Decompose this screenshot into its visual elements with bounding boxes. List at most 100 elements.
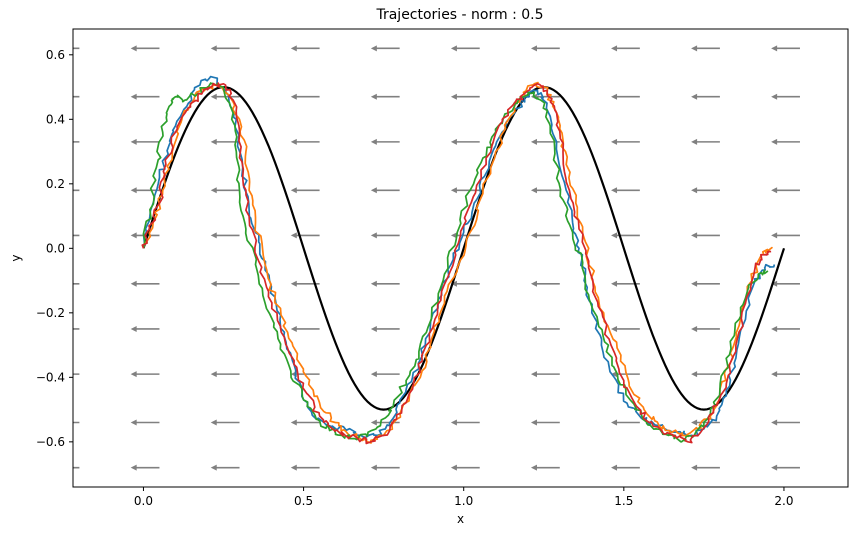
field-arrow xyxy=(771,419,800,426)
field-arrow xyxy=(691,138,720,145)
field-arrow xyxy=(691,464,720,471)
chart-title: Trajectories - norm : 0.5 xyxy=(375,7,543,23)
field-arrow xyxy=(370,138,400,145)
field-arrow xyxy=(450,419,480,426)
field-arrow xyxy=(370,187,400,194)
field-arrow xyxy=(771,325,800,332)
field-arrow xyxy=(691,325,720,332)
field-arrow xyxy=(450,232,480,239)
field-arrow xyxy=(611,325,640,332)
field-arrow xyxy=(130,371,160,378)
trajectory-series-layer xyxy=(141,75,776,445)
field-arrow xyxy=(130,138,160,145)
field-arrow xyxy=(370,325,400,332)
x-tick-label: 1.0 xyxy=(454,494,473,508)
y-tick-label: −0.4 xyxy=(36,370,65,384)
field-arrow xyxy=(290,45,320,52)
field-arrow xyxy=(530,187,560,194)
field-arrow xyxy=(130,464,160,471)
y-tick-label: 0.4 xyxy=(46,112,65,126)
field-arrow xyxy=(73,283,80,285)
field-arrow xyxy=(73,47,80,50)
field-arrow xyxy=(771,371,800,378)
field-arrow xyxy=(450,464,480,471)
field-arrow xyxy=(771,45,800,52)
field-arrow xyxy=(370,280,400,287)
field-arrow xyxy=(771,138,800,145)
x-axis-ticks: 0.0 0.5 1.0 1.5 2.0 xyxy=(134,487,793,508)
field-arrow xyxy=(370,93,400,100)
field-arrow xyxy=(210,371,240,378)
trajectory-line-3 xyxy=(142,82,769,443)
field-arrow xyxy=(73,328,80,330)
field-arrow xyxy=(450,138,480,145)
field-arrow xyxy=(611,187,640,194)
field-arrow xyxy=(210,464,240,471)
field-arrow xyxy=(611,45,640,52)
field-arrow xyxy=(691,93,720,100)
field-arrow xyxy=(691,371,720,378)
reference-curve-layer xyxy=(142,85,786,411)
reference-sine-curve xyxy=(142,85,786,411)
field-arrow xyxy=(130,187,160,194)
field-arrow xyxy=(290,325,320,332)
field-arrow xyxy=(130,325,160,332)
field-arrow xyxy=(530,232,560,239)
x-tick-label: 1.5 xyxy=(614,494,633,508)
field-arrow xyxy=(530,464,560,471)
field-arrow xyxy=(290,138,320,145)
field-arrow xyxy=(771,232,800,239)
field-arrow xyxy=(210,232,240,239)
y-tick-label: 0.0 xyxy=(46,241,65,255)
field-arrow xyxy=(450,280,480,287)
field-arrow xyxy=(130,419,160,426)
field-arrow xyxy=(530,325,560,332)
field-arrow xyxy=(73,234,80,237)
field-arrow xyxy=(450,371,480,378)
field-arrow xyxy=(73,141,80,143)
field-arrow xyxy=(771,280,800,287)
field-arrow xyxy=(73,421,80,424)
field-arrow xyxy=(691,280,720,287)
field-arrow xyxy=(530,419,560,426)
field-arrow xyxy=(450,45,480,52)
field-arrow xyxy=(370,45,400,52)
field-arrow xyxy=(130,280,160,287)
field-arrow xyxy=(210,419,240,426)
field-arrow xyxy=(290,93,320,100)
trajectory-line-1 xyxy=(142,75,776,439)
field-arrow xyxy=(691,45,720,52)
y-tick-label: 0.2 xyxy=(46,177,65,191)
field-arrow xyxy=(611,464,640,471)
x-tick-label: 0.0 xyxy=(134,494,153,508)
field-arrow xyxy=(290,232,320,239)
trajectory-line-4 xyxy=(141,82,772,445)
y-tick-label: −0.6 xyxy=(36,435,65,449)
x-tick-label: 2.0 xyxy=(774,494,793,508)
field-arrow xyxy=(290,464,320,471)
field-arrow xyxy=(130,93,160,100)
field-arrow xyxy=(210,325,240,332)
field-arrow xyxy=(370,371,400,378)
field-arrow xyxy=(290,419,320,426)
field-arrow xyxy=(73,189,80,192)
field-arrow xyxy=(611,232,640,239)
field-arrow xyxy=(530,45,560,52)
x-axis-label: x xyxy=(457,512,464,526)
field-arrow xyxy=(73,466,80,469)
field-arrow xyxy=(210,45,240,52)
field-arrow xyxy=(73,95,80,98)
field-arrow xyxy=(370,464,400,471)
field-arrow xyxy=(450,325,480,332)
field-arrow xyxy=(210,280,240,287)
field-arrow xyxy=(530,280,560,287)
field-arrow xyxy=(210,187,240,194)
field-arrow xyxy=(450,93,480,100)
field-arrow xyxy=(611,93,640,100)
field-arrow xyxy=(611,419,640,426)
field-arrow xyxy=(370,419,400,426)
field-arrow xyxy=(530,371,560,378)
field-arrow xyxy=(290,187,320,194)
field-arrow xyxy=(611,138,640,145)
